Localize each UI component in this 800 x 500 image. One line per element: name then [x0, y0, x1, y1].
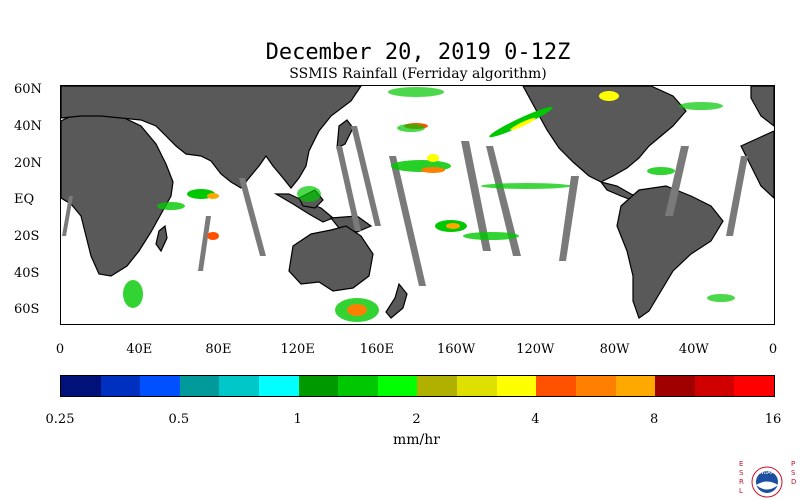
land-masses: [61, 86, 774, 319]
logo-letter: E: [739, 460, 743, 468]
logo-letter: P: [791, 460, 795, 468]
land-greenland: [750, 86, 774, 127]
land-south-america: [616, 185, 724, 319]
colorbar-tick-label: 2: [412, 412, 421, 427]
lat-label: 40S: [14, 265, 40, 281]
colorbar-units: mm/hr: [393, 432, 440, 448]
logo-letter: S: [739, 469, 744, 477]
colorbar-swatch: [61, 376, 101, 396]
land-new-zealand: [385, 282, 408, 319]
rainfall-colorbar: [60, 375, 775, 397]
lon-label: 160E: [359, 342, 395, 357]
lon-label: 80W: [599, 342, 630, 357]
lat-label: 60S: [14, 302, 40, 318]
rainfall-areas: [123, 87, 735, 322]
logo-letter: D: [791, 478, 796, 486]
world-rainfall-map: [60, 85, 775, 325]
map-canvas: [61, 86, 774, 322]
colorbar-tick-label: 4: [531, 412, 540, 427]
lat-label: EQ: [14, 192, 35, 208]
colorbar-swatch: [219, 376, 260, 396]
colorbar-swatch: [140, 376, 180, 396]
lon-label: 160W: [437, 342, 476, 357]
colorbar-swatch: [179, 376, 220, 396]
logo-right-letters: PSD: [791, 460, 796, 486]
colorbar-swatch: [100, 376, 141, 396]
colorbar-tick-label: 1: [293, 412, 302, 427]
colorbar-swatch: [734, 376, 774, 396]
lon-label: 0: [55, 342, 65, 357]
page-subtitle: SSMIS Rainfall (Ferriday algorithm): [289, 66, 547, 82]
land-japan: [336, 119, 354, 150]
colorbar-swatch: [694, 376, 735, 396]
lat-label: 40N: [14, 119, 42, 135]
colorbar-swatch: [377, 376, 418, 396]
lat-label: 20S: [14, 228, 40, 244]
land-australia: [288, 225, 374, 292]
colorbar-swatch: [298, 376, 339, 396]
colorbar-swatch: [338, 376, 378, 396]
colorbar-swatch: [575, 376, 616, 396]
land-africa-wrap: [740, 130, 774, 199]
lon-label: 40E: [126, 342, 153, 357]
colorbar-tick-label: 0.5: [168, 412, 190, 427]
page-title: December 20, 2019 0-12Z: [265, 40, 571, 65]
colorbar-swatch: [536, 376, 576, 396]
colorbar-swatch: [655, 376, 695, 396]
colorbar-swatch: [457, 376, 497, 396]
colorbar-tick-label: 16: [764, 412, 782, 427]
lon-label: 80E: [205, 342, 232, 357]
lon-label: 120W: [516, 342, 555, 357]
lat-label: 20N: [14, 155, 42, 171]
swath-gaps: [62, 126, 748, 286]
colorbar-swatch: [259, 376, 299, 396]
logo-letter: S: [791, 469, 796, 477]
logo-badge-text: NOAA: [760, 470, 775, 476]
colorbar-swatch: [417, 376, 458, 396]
lon-label: 0: [768, 342, 778, 357]
colorbar-tick-label: 8: [650, 412, 659, 427]
lon-label: 120E: [280, 342, 315, 357]
colorbar-swatch: [615, 376, 656, 396]
land-eurasia: [61, 86, 362, 189]
lat-label: 60N: [14, 82, 42, 98]
land-africa: [61, 107, 174, 277]
colorbar-swatch: [496, 376, 537, 396]
logo-letter: R: [739, 478, 744, 486]
land-madagascar: [155, 224, 168, 253]
logo-letter: L: [739, 487, 743, 495]
colorbar-tick-label: 0.25: [45, 412, 75, 427]
lon-label: 40W: [678, 342, 709, 357]
